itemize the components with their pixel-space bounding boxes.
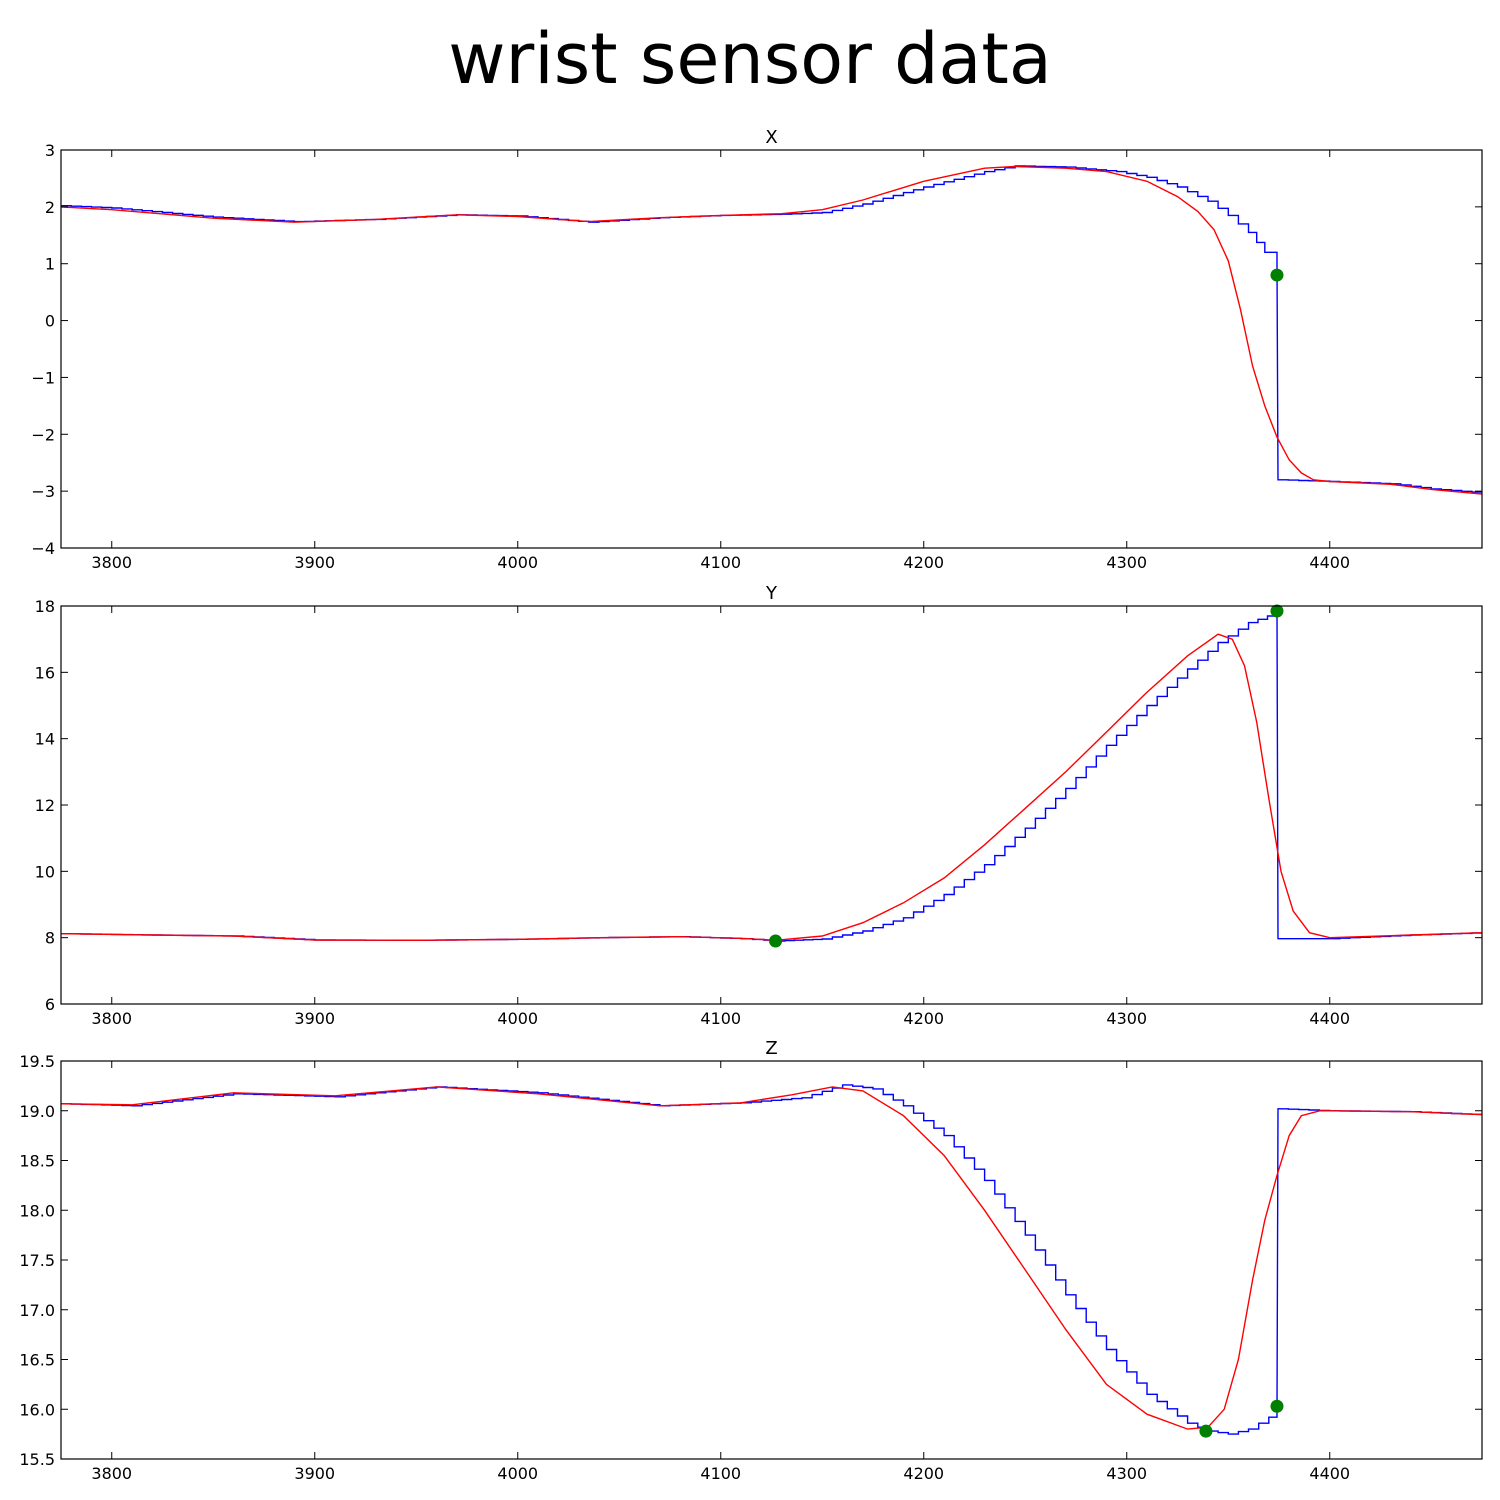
y-tick-label: 6 bbox=[45, 995, 55, 1014]
y-tick-label: 17.0 bbox=[19, 1301, 55, 1320]
filtered-signal-line bbox=[61, 1086, 1482, 1430]
y-tick-label: 10 bbox=[35, 862, 55, 881]
x-tick-label: 4200 bbox=[903, 1464, 944, 1483]
y-tick-label: −3 bbox=[31, 482, 55, 501]
y-tick-label: 8 bbox=[45, 929, 55, 948]
x-tick-label: 4100 bbox=[700, 1009, 741, 1028]
subplot-y: Y 3800 3900 4000 4100 4200 4300 4400 6 8 10 12 14 16 1… bbox=[35, 583, 1483, 1028]
filtered-signal-line bbox=[61, 633, 1482, 942]
x-tick-label: 4000 bbox=[497, 1464, 538, 1483]
event-marker bbox=[1199, 1424, 1213, 1438]
x-tick-label: 4400 bbox=[1309, 1464, 1350, 1483]
plot-frame bbox=[60, 149, 1483, 549]
y-tick-label: 18 bbox=[35, 597, 55, 616]
x-tick-label: 4100 bbox=[700, 553, 741, 572]
x-tick-label: 4000 bbox=[497, 1009, 538, 1028]
subplot-x: X 3800 3900 4000 4100 4200 4300 4400 −4 −3 −2 −1 0 1 2… bbox=[31, 127, 1483, 572]
x-tick-label: 3900 bbox=[294, 553, 335, 572]
y-tick-label: 0 bbox=[45, 312, 55, 331]
y-tick-label: 19.0 bbox=[19, 1102, 55, 1121]
event-marker bbox=[769, 934, 783, 948]
y-tick-label: 3 bbox=[45, 141, 55, 160]
x-tick-label: 4300 bbox=[1106, 1009, 1147, 1028]
x-tick-label: 3800 bbox=[91, 1009, 132, 1028]
y-tick-label: 17.5 bbox=[19, 1251, 55, 1270]
y-tick-label: −4 bbox=[31, 539, 55, 558]
raw-signal-line bbox=[61, 165, 1482, 493]
y-tick-label: 1 bbox=[45, 255, 55, 274]
x-tick-label: 4300 bbox=[1106, 553, 1147, 572]
y-tick-label: 15.5 bbox=[19, 1450, 55, 1469]
subplot-title: Y bbox=[765, 583, 778, 604]
x-tick-label: 4200 bbox=[903, 1009, 944, 1028]
y-tick-label: 16.5 bbox=[19, 1351, 55, 1370]
x-tick-label: 4200 bbox=[903, 553, 944, 572]
subplot-z: Z 3800 3900 4000 4100 4200 4300 4400 15.5 16.0 16.… bbox=[19, 1038, 1483, 1483]
event-marker bbox=[1270, 1399, 1284, 1413]
subplot-title: X bbox=[765, 127, 777, 148]
series-group bbox=[61, 1084, 1482, 1435]
x-tick-label: 4100 bbox=[700, 1464, 741, 1483]
raw-signal-line bbox=[61, 1084, 1482, 1435]
y-tick-label: 18.5 bbox=[19, 1152, 55, 1171]
y-tick-label: 16 bbox=[35, 663, 55, 682]
y-tick-label: 16.0 bbox=[19, 1400, 55, 1419]
chart-title: wrist sensor data bbox=[448, 18, 1052, 100]
event-marker bbox=[1270, 268, 1284, 282]
filtered-signal-line bbox=[61, 165, 1482, 495]
y-tick-label: −2 bbox=[31, 425, 55, 444]
y-tick-label: 12 bbox=[35, 796, 55, 815]
x-tick-label: 3800 bbox=[91, 553, 132, 572]
y-tick-label: −1 bbox=[31, 368, 55, 387]
x-tick-label: 4300 bbox=[1106, 1464, 1147, 1483]
y-tick-label: 14 bbox=[35, 730, 55, 749]
series-group bbox=[61, 165, 1482, 495]
y-tick-label: 18.0 bbox=[19, 1201, 55, 1220]
plot-frame bbox=[60, 1060, 1483, 1460]
x-tick-label: 4000 bbox=[497, 553, 538, 572]
x-tick-label: 3900 bbox=[294, 1464, 335, 1483]
x-tick-label: 4400 bbox=[1309, 553, 1350, 572]
x-tick-label: 4400 bbox=[1309, 1009, 1350, 1028]
raw-signal-line bbox=[61, 612, 1482, 942]
x-tick-label: 3900 bbox=[294, 1009, 335, 1028]
series-group bbox=[61, 612, 1482, 942]
y-tick-label: 2 bbox=[45, 198, 55, 217]
y-tick-label: 19.5 bbox=[19, 1052, 55, 1071]
event-marker bbox=[1270, 604, 1284, 618]
x-tick-label: 3800 bbox=[91, 1464, 132, 1483]
subplot-title: Z bbox=[765, 1038, 777, 1059]
